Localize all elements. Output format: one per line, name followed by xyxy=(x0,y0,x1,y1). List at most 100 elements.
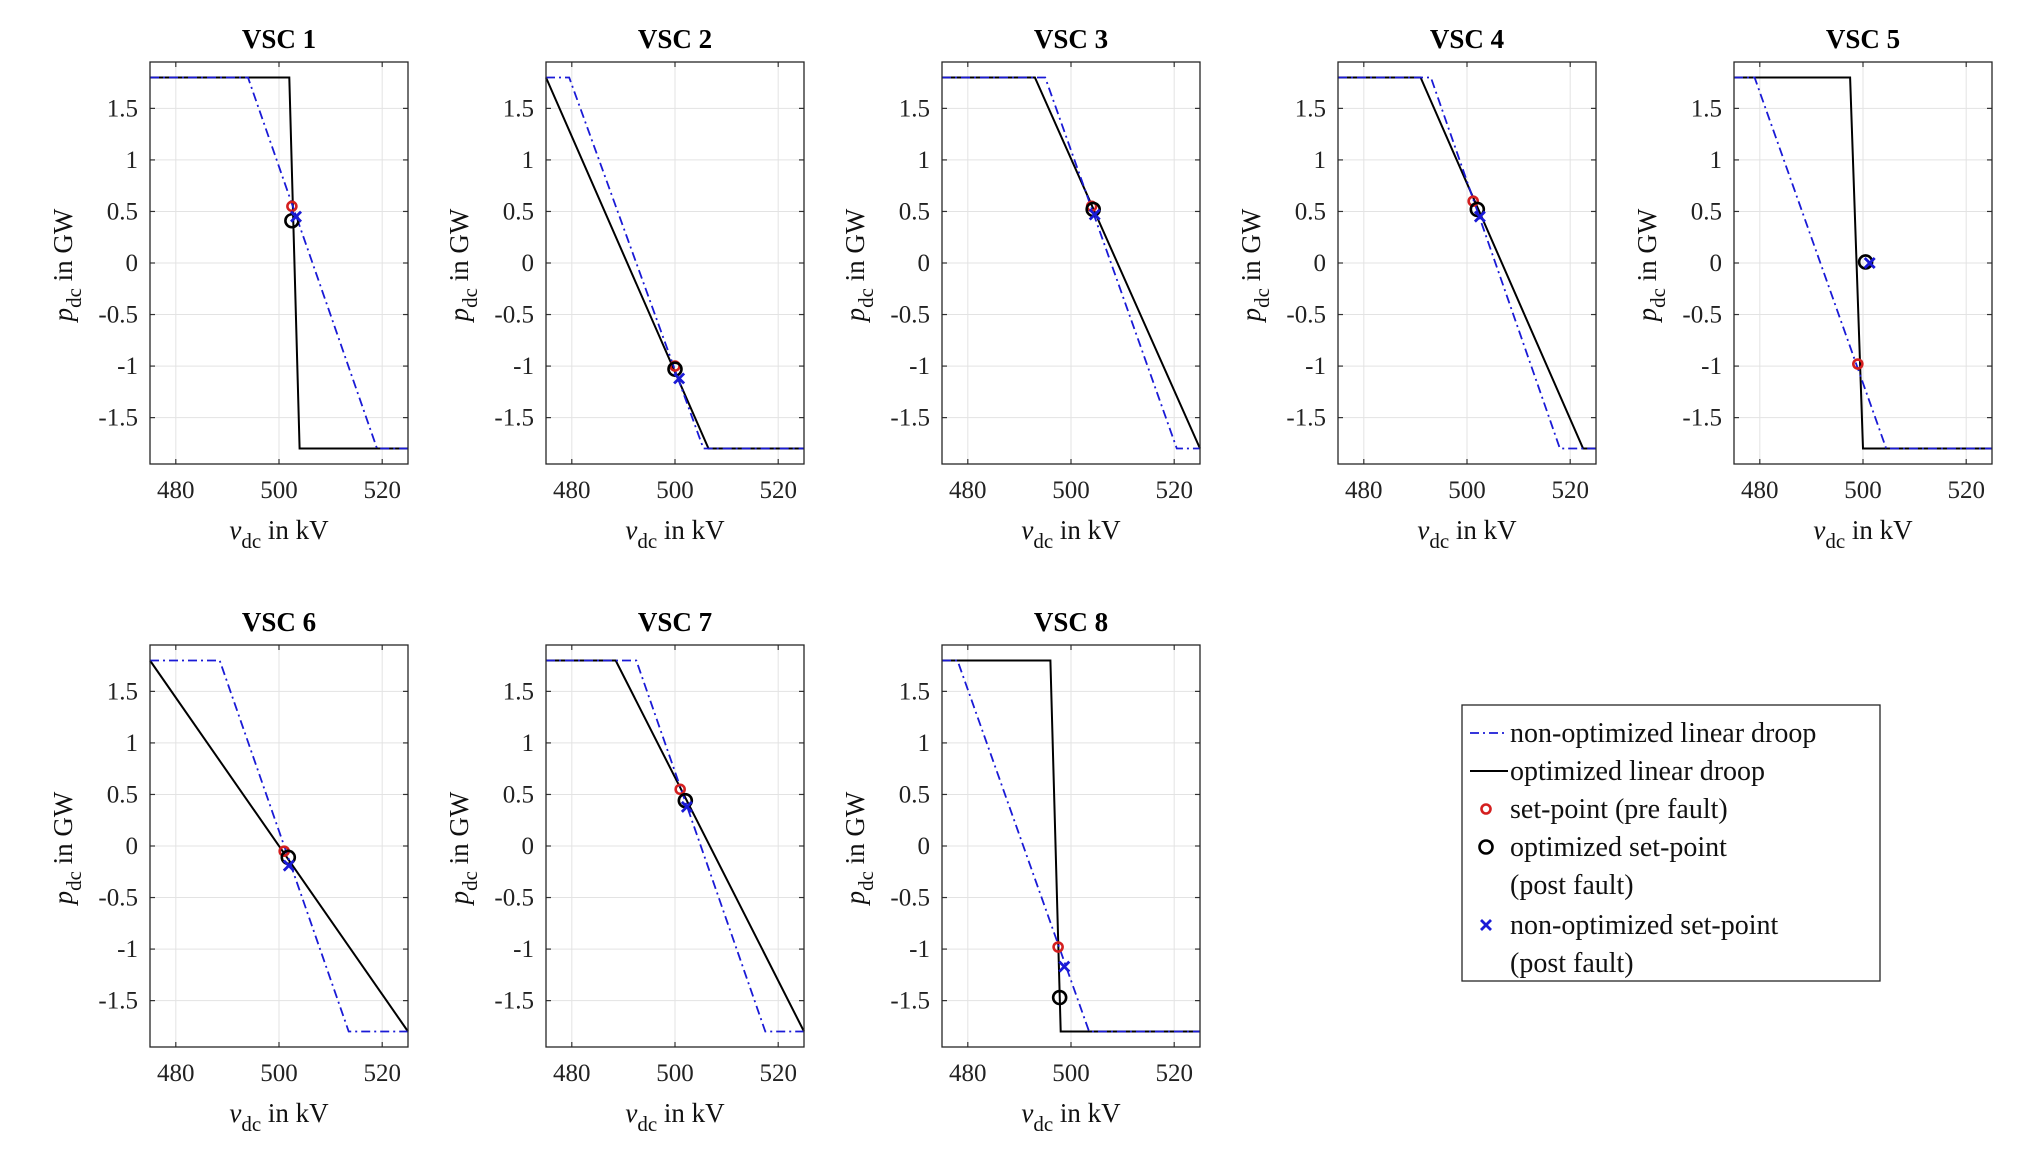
non-optimized-post-fault-setpoint xyxy=(680,800,693,813)
y-tick-label: -1 xyxy=(513,353,534,380)
optimized-droop-line xyxy=(150,76,408,450)
legend-label: (post fault) xyxy=(1510,870,1634,901)
legend-swatch-circle xyxy=(1478,839,1494,855)
y-tick-label: 0 xyxy=(1314,250,1327,277)
y-tick-label: 1.5 xyxy=(1691,95,1722,122)
optimized-droop-line xyxy=(149,659,409,1033)
x-axis-label: vdc in kV xyxy=(229,1098,329,1136)
panel-title: VSC 8 xyxy=(1034,607,1108,637)
plot-frame xyxy=(941,61,1201,465)
x-tick-label: 480 xyxy=(553,1060,591,1087)
y-tick-label: -1 xyxy=(513,936,534,963)
non-optimized-post-fault-setpoint xyxy=(673,372,686,385)
y-tick-label: 1.5 xyxy=(1295,95,1326,122)
panel-vsc-1: VSC 1 480 500 520 1.5 1 0.5 0 -0.5 -1 -1.5 vdc in k… xyxy=(48,24,409,553)
legend-swatch-small-circle xyxy=(1480,803,1492,815)
x-tick-label: 500 xyxy=(1052,477,1090,504)
x-tick-label: 480 xyxy=(949,477,987,504)
y-tick-label: -1.5 xyxy=(98,405,138,432)
pre-fault-setpoint xyxy=(674,783,686,796)
non-optimized-post-fault-setpoint xyxy=(1058,960,1071,973)
x-tick-label: 520 xyxy=(1155,477,1193,504)
non-optimized-post-fault-setpoint xyxy=(282,859,295,872)
x-tick-label: 500 xyxy=(656,477,694,504)
x-axis-label: vdc in kV xyxy=(625,1098,725,1136)
plot-frame xyxy=(545,61,805,465)
y-tick-label: -0.5 xyxy=(890,885,930,912)
y-tick-label: -1 xyxy=(1701,353,1722,380)
panel-vsc-7: VSC 7 480 500 520 1.5 1 0.5 0 -0.5 -1 -1.5 vdc in k… xyxy=(444,607,805,1136)
panel-title: VSC 7 xyxy=(638,607,712,637)
y-tick-label: 0.5 xyxy=(899,781,930,808)
x-tick-label: 480 xyxy=(1741,477,1779,504)
y-tick-label: 1 xyxy=(522,147,535,174)
y-tick-label: -1.5 xyxy=(890,405,930,432)
y-tick-label: 1.5 xyxy=(503,678,534,705)
y-tick-label: 0.5 xyxy=(899,198,930,225)
y-tick-label: -1.5 xyxy=(494,405,534,432)
non-optimized-droop-line xyxy=(546,659,804,1033)
y-tick-label: -1 xyxy=(117,353,138,380)
legend-label: (post fault) xyxy=(1510,948,1634,979)
x-tick-label: 480 xyxy=(1345,477,1383,504)
x-tick-label: 500 xyxy=(260,1060,298,1087)
y-tick-label: -1 xyxy=(909,936,930,963)
x-tick-label: 520 xyxy=(759,477,797,504)
y-axis-label: pdc in GW xyxy=(1236,208,1274,323)
x-tick-label: 520 xyxy=(1551,477,1589,504)
y-axis-label: pdc in GW xyxy=(840,791,878,906)
y-tick-label: 1.5 xyxy=(503,95,534,122)
legend: non-optimized linear droop optimized line… xyxy=(1461,704,1881,982)
legend-label: optimized linear droop xyxy=(1510,756,1765,787)
y-tick-label: -1.5 xyxy=(98,988,138,1015)
x-tick-label: 500 xyxy=(1052,1060,1090,1087)
x-tick-label: 500 xyxy=(1448,477,1486,504)
x-tick-label: 520 xyxy=(1155,1060,1193,1087)
y-tick-label: 0 xyxy=(1710,250,1723,277)
plot-frame xyxy=(149,61,409,465)
optimized-droop-line xyxy=(1734,76,1992,450)
non-optimized-post-fault-setpoint xyxy=(1863,257,1876,269)
x-axis-label: vdc in kV xyxy=(1417,515,1517,553)
x-axis-label: vdc in kV xyxy=(1021,515,1121,553)
y-tick-label: -1 xyxy=(117,936,138,963)
y-tick-label: 1.5 xyxy=(107,95,138,122)
non-optimized-post-fault-setpoint xyxy=(1473,210,1486,223)
pre-fault-setpoint xyxy=(1052,941,1064,953)
y-tick-label: 0 xyxy=(126,250,139,277)
x-tick-label: 480 xyxy=(553,477,591,504)
y-tick-label: 0.5 xyxy=(503,781,534,808)
y-tick-label: 0.5 xyxy=(107,198,138,225)
y-tick-label: 1.5 xyxy=(899,678,930,705)
y-tick-label: 0.5 xyxy=(503,198,534,225)
x-tick-label: 520 xyxy=(759,1060,797,1087)
y-tick-label: 1 xyxy=(918,147,931,174)
x-tick-label: 520 xyxy=(363,477,401,504)
y-tick-label: -0.5 xyxy=(1286,302,1326,329)
legend-box xyxy=(1461,704,1881,982)
y-tick-label: -0.5 xyxy=(494,885,534,912)
y-tick-label: 0 xyxy=(522,833,535,860)
x-tick-label: 520 xyxy=(363,1060,401,1087)
panel-vsc-4: VSC 4 480 500 520 1.5 1 0.5 0 -0.5 -1 -1.5 vdc in k… xyxy=(1236,24,1597,553)
y-tick-label: -0.5 xyxy=(890,302,930,329)
plot-frame xyxy=(545,644,805,1048)
x-tick-label: 500 xyxy=(1844,477,1882,504)
panel-title: VSC 4 xyxy=(1430,24,1504,54)
y-tick-label: 0.5 xyxy=(1295,198,1326,225)
y-tick-label: -1.5 xyxy=(890,988,930,1015)
y-tick-label: -1 xyxy=(909,353,930,380)
legend-label: non-optimized linear droop xyxy=(1510,718,1816,749)
y-tick-label: -0.5 xyxy=(494,302,534,329)
y-tick-label: 0 xyxy=(918,250,931,277)
y-axis-label: pdc in GW xyxy=(48,791,86,906)
y-axis-label: pdc in GW xyxy=(1632,208,1670,323)
optimized-droop-line xyxy=(942,76,1201,449)
x-axis-label: vdc in kV xyxy=(1813,515,1913,553)
non-optimized-post-fault-setpoint xyxy=(290,210,303,223)
legend-label: optimized set-point xyxy=(1510,832,1727,863)
x-tick-label: 520 xyxy=(1947,477,1985,504)
panel-vsc-8: VSC 8 480 500 520 1.5 1 0.5 0 -0.5 -1 -1.5 vdc in k… xyxy=(840,607,1201,1136)
y-tick-label: 1.5 xyxy=(107,678,138,705)
